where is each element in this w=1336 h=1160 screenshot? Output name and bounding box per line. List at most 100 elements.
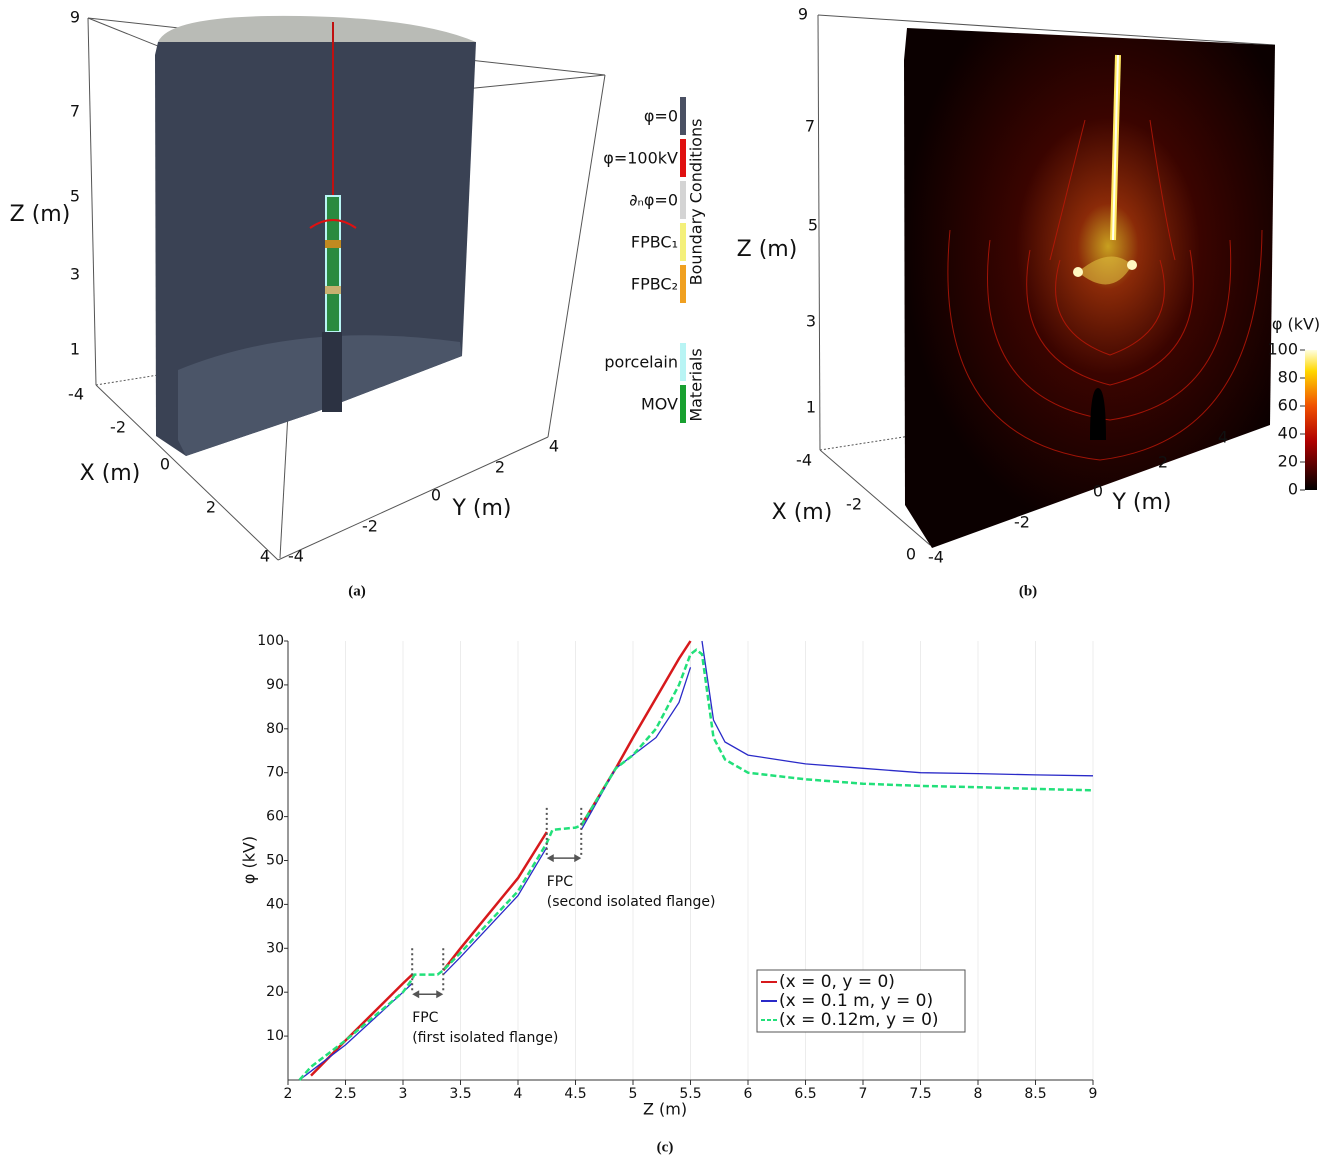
tick-label: 1 <box>70 340 80 359</box>
colorbar-tick-label: 0 <box>1288 480 1298 499</box>
y-axis-label: φ (kV) <box>240 836 259 884</box>
x-tick-label: 5 <box>629 1086 638 1102</box>
arrow <box>309 219 357 229</box>
series-line <box>310 640 692 1077</box>
tick-label: 9 <box>70 8 80 27</box>
colorbar-tick-label: 80 <box>1278 368 1298 387</box>
x-tick-label: 7.5 <box>909 1086 931 1102</box>
y-tick-label: 100 <box>257 633 284 649</box>
legend-swatch <box>680 223 686 261</box>
hot-spot <box>1127 260 1137 270</box>
x-tick-label: 7 <box>859 1086 868 1102</box>
legend-label: FPBC₁ <box>631 233 678 252</box>
legend-label: MOV <box>641 395 678 414</box>
base <box>1090 388 1106 440</box>
colorbar-title: φ (kV) <box>1272 315 1320 334</box>
tick-label: 2 <box>1158 453 1168 472</box>
contours <box>947 119 1263 461</box>
tick-label: -4 <box>68 385 84 404</box>
y-tick-label: 30 <box>266 940 284 956</box>
tick-label: 0 <box>906 545 916 564</box>
y-tick-label: 40 <box>266 896 284 912</box>
legend-label: φ=100kV <box>603 149 678 168</box>
legend-swatch <box>680 343 686 381</box>
y-tick-label: 10 <box>266 1028 284 1044</box>
colorbar-tick-label: 20 <box>1278 452 1298 471</box>
axis-label: Z (m) <box>10 202 71 227</box>
hot-conductor-core <box>1112 54 1119 241</box>
tick-label: 5 <box>808 216 818 235</box>
y-tick-label: 60 <box>266 809 284 825</box>
caption: (c) <box>657 1139 674 1155</box>
tick-label: -2 <box>110 418 126 437</box>
x-tick-label: 5.5 <box>679 1086 701 1102</box>
tick-label: 0 <box>431 486 441 505</box>
series-line <box>298 648 1094 1081</box>
legend-group-title: Materials <box>687 348 706 421</box>
legend-swatch <box>680 97 686 135</box>
y-tick-label: 80 <box>266 721 284 737</box>
tick-label: 2 <box>206 498 216 517</box>
y-tick-label: 50 <box>266 853 284 869</box>
legend-swatch <box>680 265 686 303</box>
tick-label: 4 <box>260 547 270 566</box>
x-tick-label: 3 <box>399 1086 408 1102</box>
caption: (a) <box>348 583 366 599</box>
legend: φ=0 φ=100kV ∂ₙφ=0 FPBC₁ FPBC₂ Boundary Condit… <box>603 97 706 423</box>
annotation: (second isolated flange) <box>547 894 716 910</box>
arrowhead <box>412 990 444 999</box>
legend-label: ∂ₙφ=0 <box>629 191 678 210</box>
legend-label: (x = 0.12m, y = 0) <box>779 1010 939 1030</box>
legend-label: (x = 0.1 m, y = 0) <box>779 991 933 1011</box>
tick-label: -4 <box>796 451 812 470</box>
panel-a: 9 7 5 3 1 Z (m) -4 -2 0 2 4 X (m) -4 -2 … <box>10 8 706 566</box>
x-axis-label: Z (m) <box>643 1100 687 1119</box>
tick-label: 3 <box>806 312 816 331</box>
x-tick-label: 4.5 <box>564 1086 586 1102</box>
tick-label: 4 <box>1218 428 1228 447</box>
legend-box <box>756 969 966 1033</box>
lower-surface <box>178 335 462 456</box>
x-tick-label: 3.5 <box>449 1086 471 1102</box>
colorbar-tick-label: 100 <box>1267 340 1298 359</box>
insulator <box>325 195 341 333</box>
legend-group-title: Boundary Conditions <box>687 119 706 286</box>
flange <box>325 286 341 294</box>
hot-spot <box>1073 267 1083 277</box>
tick-label: 0 <box>1093 482 1103 501</box>
y-tick-label: 20 <box>266 984 284 1000</box>
legend-label: (x = 0, y = 0) <box>779 972 895 992</box>
x-tick-label: 8.5 <box>1024 1086 1046 1102</box>
tick-label: 7 <box>70 102 80 121</box>
x-tick-label: 2 <box>284 1086 293 1102</box>
legend-swatch <box>680 181 686 219</box>
x-tick-label: 9 <box>1089 1086 1098 1102</box>
x-tick-label: 2.5 <box>334 1086 356 1102</box>
tick-label: 3 <box>70 265 80 284</box>
hot-zone <box>1078 256 1132 285</box>
series-line <box>299 640 1094 1081</box>
x-tick-label: 6 <box>744 1086 753 1102</box>
caption: (b) <box>1019 583 1037 599</box>
tick-label: -4 <box>928 548 944 567</box>
tick-label: -2 <box>362 517 378 536</box>
x-tick-label: 8 <box>974 1086 983 1102</box>
tick-label: 5 <box>70 187 80 206</box>
tick-label: 9 <box>798 5 808 24</box>
legend-swatch <box>680 139 686 177</box>
annotation: FPC <box>412 1010 438 1026</box>
base <box>322 332 342 412</box>
axis-label: Z (m) <box>737 237 798 262</box>
top-surface <box>158 15 476 42</box>
x-tick-label: 6.5 <box>794 1086 816 1102</box>
axis-label: X (m) <box>80 461 141 486</box>
colorbar-ticks: 100 80 60 40 20 0 <box>1267 340 1305 499</box>
tick-label: 7 <box>805 117 815 136</box>
colorbar-tick-label: 60 <box>1278 396 1298 415</box>
annotation: (first isolated flange) <box>412 1030 558 1046</box>
tick-label: 1 <box>806 398 816 417</box>
potential-field <box>904 28 1275 548</box>
axis-label: Y (m) <box>1111 490 1171 515</box>
tick-label: 2 <box>495 458 505 477</box>
